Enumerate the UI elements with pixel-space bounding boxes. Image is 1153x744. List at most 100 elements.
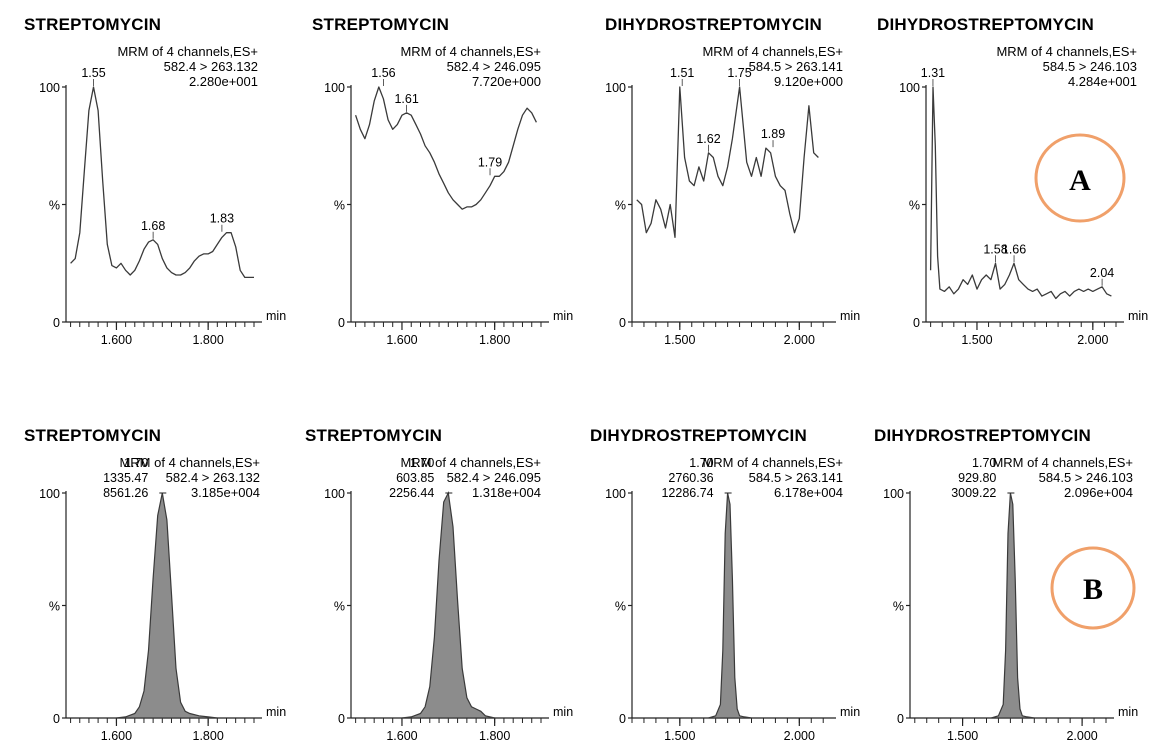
y-tick-label: 100 [39,487,60,501]
badge-a-label: A [1069,164,1091,197]
x-axis-label: min [840,309,860,323]
peak-label: 1.56 [371,66,395,80]
peak-area [991,492,1035,719]
x-axis-label: min [266,705,286,719]
header-line-3: 4.284e+001 [1068,74,1137,89]
x-axis-label: min [266,309,286,323]
y-tick-label: 0 [619,316,626,330]
header-line-3: 3.185e+004 [191,485,260,500]
badge-a: A [1034,133,1126,223]
peak-area [401,491,495,719]
peak-area [116,492,218,719]
y-tick-label: 100 [605,487,626,501]
header-line-2: 584.5 > 263.141 [749,59,843,74]
x-tick-label: 1.500 [664,729,695,743]
y-tick-label: 0 [338,316,345,330]
y-tick-label: 100 [899,81,920,95]
peak-label: 1.66 [1002,242,1026,256]
peak-label: 2.04 [1090,266,1114,280]
y-tick-label: 100 [324,81,345,95]
badge-b-circle [1050,546,1136,630]
chart-panel-b4: DIHYDROSTREPTOMYCIN MRM of 4 channels,ES+… [874,426,1138,743]
series-line [636,86,819,239]
peak-integration-label-2: 929.80 [958,471,996,485]
header-line-3: 7.720e+000 [472,74,541,89]
y-tick-label: 0 [619,712,626,726]
header-line-2: 582.4 > 246.095 [447,59,541,74]
y-tick-label: 100 [324,487,345,501]
x-axis-label: min [1128,309,1148,323]
chart-panel-a2: STREPTOMYCIN MRM of 4 channels,ES+582.4 >… [312,15,573,347]
peak-label: 1.58 [983,242,1007,256]
header-line-3: 1.318e+004 [472,485,541,500]
y-tick-label: % [49,199,60,213]
y-tick-label: % [49,600,60,614]
y-tick-label: 0 [897,712,904,726]
chart-panel-b2: STREPTOMYCIN MRM of 4 channels,ES+582.4 >… [305,426,573,743]
peak-integration-label-1: 1.70 [124,456,148,470]
x-tick-label: 1.600 [101,729,132,743]
y-tick-label: % [334,199,345,213]
panel-title: DIHYDROSTREPTOMYCIN [874,426,1091,445]
header-line-3: 2.096e+004 [1064,485,1133,500]
x-tick-label: 2.000 [1077,333,1108,347]
y-tick-label: 0 [53,316,60,330]
header-line-1: MRM of 4 channels,ES+ [400,44,541,59]
x-tick-label: 1.500 [961,333,992,347]
x-axis-label: min [553,309,573,323]
peak-label: 1.89 [761,127,785,141]
panel-title: STREPTOMYCIN [24,15,161,34]
x-tick-label: 2.000 [1066,729,1097,743]
y-tick-label: 0 [338,712,345,726]
chart-panel-a4: DIHYDROSTREPTOMYCIN MRM of 4 channels,ES+… [877,15,1148,347]
y-tick-label: 100 [883,487,904,501]
header-line-3: 2.280e+001 [189,74,258,89]
header-line-1: MRM of 4 channels,ES+ [400,455,541,470]
x-axis-label: min [1118,705,1138,719]
series-line [70,86,254,279]
header-line-1: MRM of 4 channels,ES+ [119,455,260,470]
header-line-2: 582.4 > 263.132 [164,59,258,74]
x-axis-label: min [840,705,860,719]
header-line-2: 584.5 > 246.103 [1039,470,1133,485]
panel-title: DIHYDROSTREPTOMYCIN [605,15,822,34]
peak-integration-label-2: 1335.47 [103,471,148,485]
chart-panel-a1: STREPTOMYCIN MRM of 4 channels,ES+582.4 >… [24,15,286,347]
x-tick-label: 1.500 [947,729,978,743]
peak-integration-label-3: 2256.44 [389,486,434,500]
header-line-1: MRM of 4 channels,ES+ [117,44,258,59]
header-line-3: 9.120e+000 [774,74,843,89]
x-tick-label: 1.800 [193,333,224,347]
peak-integration-label-2: 603.85 [396,471,434,485]
header-line-2: 582.4 > 246.095 [447,470,541,485]
chart-panel-b1: STREPTOMYCIN MRM of 4 channels,ES+582.4 >… [24,426,286,743]
peak-label: 1.55 [81,66,105,80]
peak-label: 1.83 [210,212,234,226]
y-tick-label: 100 [39,81,60,95]
peak-label: 1.61 [394,92,418,106]
series-line [354,86,537,210]
panel-title: DIHYDROSTREPTOMYCIN [590,426,807,445]
badge-b-label: B [1083,573,1103,606]
x-tick-label: 2.000 [784,333,815,347]
peak-integration-label-3: 12286.74 [661,486,713,500]
panel-title: STREPTOMYCIN [24,426,161,445]
peak-label: 1.31 [921,66,945,80]
panel-title: STREPTOMYCIN [312,15,449,34]
peak-label: 1.79 [478,155,502,169]
header-line-1: MRM of 4 channels,ES+ [702,455,843,470]
y-tick-label: 0 [913,316,920,330]
y-tick-label: % [893,600,904,614]
peak-area [708,492,752,719]
y-tick-label: 100 [605,81,626,95]
peak-integration-label-3: 8561.26 [103,486,148,500]
chart-panel-a3: DIHYDROSTREPTOMYCIN MRM of 4 channels,ES+… [605,15,860,347]
panel-title: DIHYDROSTREPTOMYCIN [877,15,1094,34]
peak-label: 1.75 [727,66,751,80]
y-tick-label: % [909,199,920,213]
chart-panel-b3: DIHYDROSTREPTOMYCIN MRM of 4 channels,ES+… [590,426,860,743]
badge-a-circle [1034,133,1126,223]
peak-integration-label-1: 1.70 [972,456,996,470]
header-line-2: 584.5 > 246.103 [1043,59,1137,74]
x-tick-label: 1.600 [101,333,132,347]
